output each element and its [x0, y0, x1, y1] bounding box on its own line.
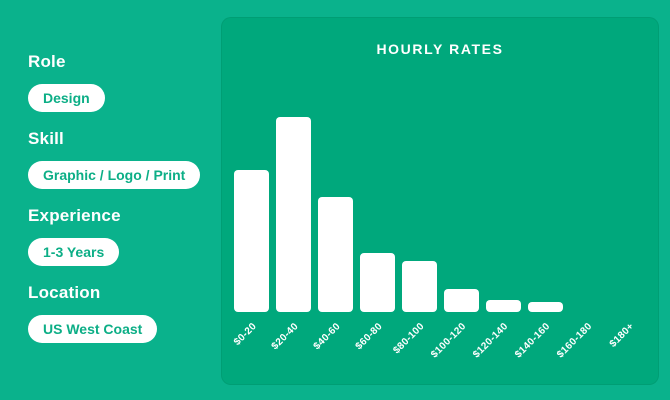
bar-column: $0-20 [230, 117, 272, 348]
bar-column: $120-140 [471, 117, 524, 360]
filter-value-experience[interactable]: 1-3 Years [28, 238, 120, 266]
filter-label-skill: Skill [28, 129, 64, 148]
x-tick-label: $60-80 [353, 321, 385, 353]
bar-$100-120 [443, 289, 479, 312]
chart-panel: HOURLY RATES $0-20 $20-40 $40-60 $60-80 $80-… [221, 17, 659, 385]
bar-column: $80-100 [392, 117, 440, 356]
bar-column: $60-80 [354, 117, 398, 352]
chart-title: HOURLY RATES [376, 41, 504, 57]
filters-sidebar: Role Design Skill Graphic / Logo / Print… [28, 51, 218, 359]
filter-group-skill: Skill Graphic / Logo / Print [28, 128, 218, 205]
x-tick-label: $40-60 [311, 321, 343, 353]
bar-chart: $0-20 $20-40 $40-60 $60-80 $80-100 $100-120 $1… [230, 117, 650, 360]
bar-column: $40-60 [312, 117, 356, 352]
x-tick-label: $100-120 [429, 321, 469, 361]
bar-$80-100 [401, 261, 437, 312]
bar-column: $100-120 [429, 117, 482, 360]
filter-label-location: Location [28, 283, 101, 302]
x-tick-label: $80-100 [391, 321, 427, 357]
filter-label-role: Role [28, 52, 66, 71]
filter-group-experience: Experience 1-3 Years [28, 205, 218, 282]
bar-column: $20-40 [270, 117, 314, 352]
filter-group-location: Location US West Coast [28, 282, 218, 359]
x-tick-label: $140-160 [513, 321, 553, 361]
x-tick-label: $0-20 [231, 321, 259, 348]
bar-column: $140-160 [513, 117, 566, 360]
filter-group-role: Role Design [28, 51, 218, 128]
x-tick-label: $160-180 [555, 321, 595, 361]
bar-$60-80 [359, 253, 395, 312]
filter-value-location[interactable]: US West Coast [28, 315, 158, 343]
bar-column: $180+ [608, 117, 650, 350]
bar-column: $160-180 [555, 117, 608, 360]
bar-$40-60 [317, 197, 353, 312]
bar-$0-20 [233, 170, 269, 312]
x-tick-label: $180+ [608, 321, 637, 350]
x-tick-label: $120-140 [471, 321, 511, 361]
bar-$120-140 [485, 300, 521, 312]
filter-value-skill[interactable]: Graphic / Logo / Print [28, 161, 201, 189]
bar-$20-40 [275, 117, 311, 312]
bar-$140-160 [527, 302, 563, 312]
filter-label-experience: Experience [28, 206, 121, 225]
x-tick-label: $20-40 [269, 321, 301, 353]
filter-value-role[interactable]: Design [28, 84, 105, 112]
